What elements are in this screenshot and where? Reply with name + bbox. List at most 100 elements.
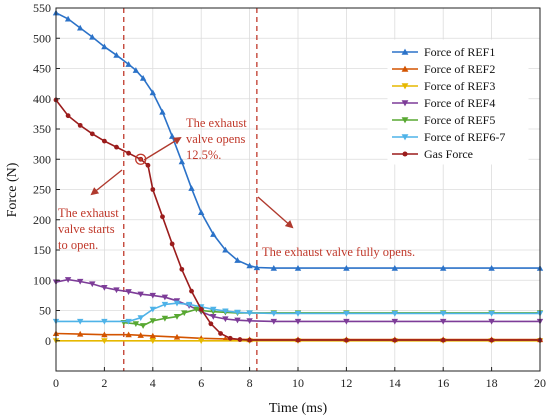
data-point xyxy=(161,315,169,322)
data-point xyxy=(113,287,120,294)
data-point xyxy=(343,310,350,317)
data-point xyxy=(488,318,495,325)
data-point xyxy=(440,318,447,325)
data-point xyxy=(210,306,217,313)
data-point xyxy=(169,241,175,247)
y-tick-label: 150 xyxy=(33,243,51,257)
x-tick-label: 16 xyxy=(437,376,449,390)
data-point xyxy=(189,288,194,294)
data-point xyxy=(488,310,495,317)
x-tick-label: 14 xyxy=(389,376,401,390)
data-point xyxy=(218,331,223,336)
data-point xyxy=(198,306,204,312)
data-point xyxy=(234,309,241,316)
data-point xyxy=(234,317,241,324)
y-tick-label: 100 xyxy=(33,273,51,287)
legend-item: Force of REF4 xyxy=(392,96,495,110)
y-tick-label: 0 xyxy=(45,334,51,348)
data-point xyxy=(137,332,144,338)
data-point xyxy=(125,318,132,325)
data-point xyxy=(77,330,84,337)
data-point xyxy=(125,61,132,67)
data-point xyxy=(173,313,181,320)
legend: Force of REF1 Force of REF2 Force of REF3 F… xyxy=(387,39,529,165)
data-point xyxy=(489,337,494,343)
data-point xyxy=(440,264,447,271)
data-point xyxy=(253,264,261,271)
data-point xyxy=(188,185,195,191)
data-point xyxy=(185,301,193,308)
data-point xyxy=(89,33,96,40)
y-tick-label: 250 xyxy=(33,183,51,197)
legend-item: Force of REF5 xyxy=(392,113,495,127)
data-point xyxy=(125,289,132,295)
data-point xyxy=(101,284,108,291)
data-point xyxy=(101,338,108,344)
data-point xyxy=(77,122,83,128)
x-tick-label: 20 xyxy=(534,376,546,390)
legend-item: Force of REF1 xyxy=(392,45,495,59)
data-point xyxy=(160,214,165,220)
data-point xyxy=(125,331,132,338)
data-point xyxy=(401,134,409,141)
legend-item: Force of REF3 xyxy=(392,79,495,93)
data-point xyxy=(391,264,398,271)
data-point xyxy=(149,89,156,96)
data-point xyxy=(114,144,119,150)
x-tick-label: 2 xyxy=(101,376,107,390)
x-tick-label: 4 xyxy=(150,376,156,390)
data-point xyxy=(401,117,409,124)
series-6 xyxy=(52,300,544,325)
data-point xyxy=(145,162,151,168)
legend-label: Force of REF5 xyxy=(424,113,495,127)
y-tick-label: 450 xyxy=(33,62,51,76)
data-point xyxy=(77,318,84,325)
data-point xyxy=(247,337,253,343)
x-axis-title: Time (ms) xyxy=(269,401,328,416)
y-tick-label: 300 xyxy=(33,152,51,166)
legend-item: Force of REF6-7 xyxy=(392,130,505,144)
axis-ticks: 0 2 4 6 8 10 12 14 16 18 2005010015020025030035040… xyxy=(33,1,546,390)
data-point xyxy=(210,313,217,320)
data-point xyxy=(77,24,84,31)
data-point xyxy=(65,113,71,119)
data-point xyxy=(132,67,140,73)
data-point xyxy=(64,277,72,283)
data-point xyxy=(401,65,409,72)
data-point xyxy=(179,266,185,272)
series-7 xyxy=(53,97,543,343)
data-point xyxy=(102,138,107,144)
data-point xyxy=(270,310,277,317)
legend-items: Force of REF1 Force of REF2 Force of REF3 F… xyxy=(392,45,505,161)
data-point xyxy=(210,231,217,237)
legend-box xyxy=(387,39,529,165)
data-point xyxy=(391,310,398,317)
data-point xyxy=(113,51,120,58)
data-point xyxy=(237,337,243,342)
data-point xyxy=(89,281,96,288)
data-point xyxy=(139,74,147,81)
legend-label: Gas Force xyxy=(424,147,473,161)
data-point xyxy=(222,246,229,253)
data-point xyxy=(126,150,131,156)
data-point xyxy=(150,187,156,192)
data-point xyxy=(64,15,72,22)
x-tick-label: 18 xyxy=(486,376,498,390)
annotation-arrow-opens xyxy=(143,136,182,161)
data-point xyxy=(137,291,144,298)
data-point xyxy=(149,332,156,339)
data-point xyxy=(294,310,302,317)
data-point xyxy=(173,333,181,340)
data-point xyxy=(234,257,241,263)
series-1 xyxy=(52,9,544,271)
data-point xyxy=(149,306,156,313)
data-point xyxy=(77,278,84,285)
data-point xyxy=(294,318,302,325)
data-point xyxy=(392,337,398,343)
data-point xyxy=(173,300,181,307)
data-point xyxy=(440,310,447,317)
legend-label: Force of REF4 xyxy=(424,96,495,110)
data-point xyxy=(401,83,409,90)
y-tick-label: 200 xyxy=(33,213,51,227)
highlight-dot xyxy=(139,157,143,161)
